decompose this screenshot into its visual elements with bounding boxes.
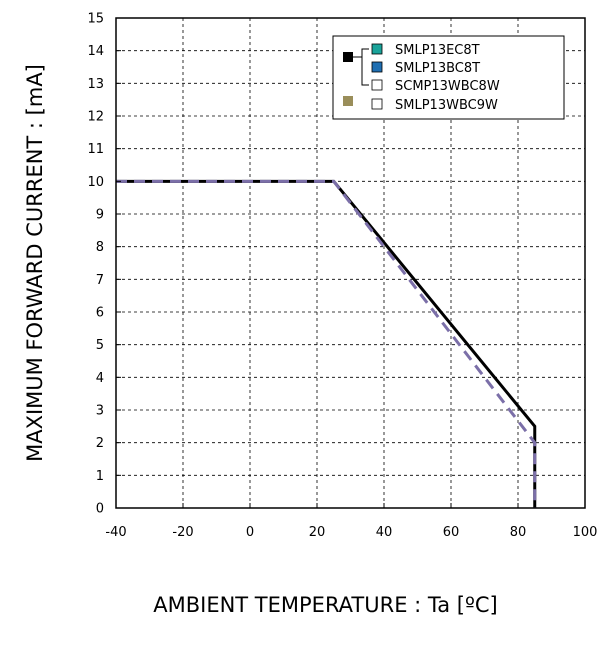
series-line-dashed (116, 179, 537, 508)
y-tick-label: 4 (96, 371, 104, 386)
y-tick-label: 15 (87, 12, 104, 27)
legend-label: SMLP13EC8T (395, 43, 480, 58)
x-tick-label: -20 (172, 525, 193, 540)
legend-swatch (371, 61, 383, 73)
legend-swatch (371, 79, 383, 91)
y-tick-label: 13 (87, 77, 104, 92)
legend-label: SMLP13BC8T (395, 61, 480, 76)
series-layer (116, 179, 537, 508)
x-tick-label: 40 (376, 525, 393, 540)
y-tick-label: 7 (96, 273, 104, 288)
y-tick-label: 6 (96, 306, 104, 321)
y-tick-label: 1 (96, 469, 104, 484)
y-tick-label: 12 (87, 110, 104, 125)
y-tick-label: 0 (96, 502, 104, 517)
x-tick-label: 80 (510, 525, 527, 540)
x-axis-title: AMBIENT TEMPERATURE : Ta [ºC] (153, 593, 498, 617)
y-tick-label: 5 (96, 338, 104, 353)
y-tick-label: 3 (96, 404, 104, 419)
y-tick-label: 8 (96, 240, 104, 255)
y-tick-label: 9 (96, 208, 104, 223)
x-tick-label: -40 (105, 525, 126, 540)
legend-bracket (361, 48, 369, 86)
x-tick-label: 0 (246, 525, 254, 540)
legend-group-marker (343, 52, 353, 62)
legend-swatch (371, 98, 383, 110)
legend-box (332, 35, 565, 120)
legend-label: SMLP13WBC9W (395, 98, 498, 113)
plot-frame (115, 17, 586, 509)
legend-group-marker (343, 96, 353, 106)
legend: SMLP13EC8T SMLP13BC8T SCMP13WBC8W SMLP13WBC… (332, 35, 565, 120)
legend-swatch (371, 43, 383, 55)
x-tick-label: 60 (443, 525, 460, 540)
x-tick-label: 100 (573, 525, 598, 540)
x-tick-label: 20 (309, 525, 326, 540)
y-axis-title: MAXIMUM FORWARD CURRENT : [mA] (23, 64, 47, 462)
y-tick-label: 11 (87, 142, 104, 157)
y-tick-label: 10 (87, 175, 104, 190)
legend-label: SCMP13WBC8W (395, 79, 500, 94)
y-tick-label: 14 (87, 44, 104, 59)
y-tick-label: 2 (96, 436, 104, 451)
